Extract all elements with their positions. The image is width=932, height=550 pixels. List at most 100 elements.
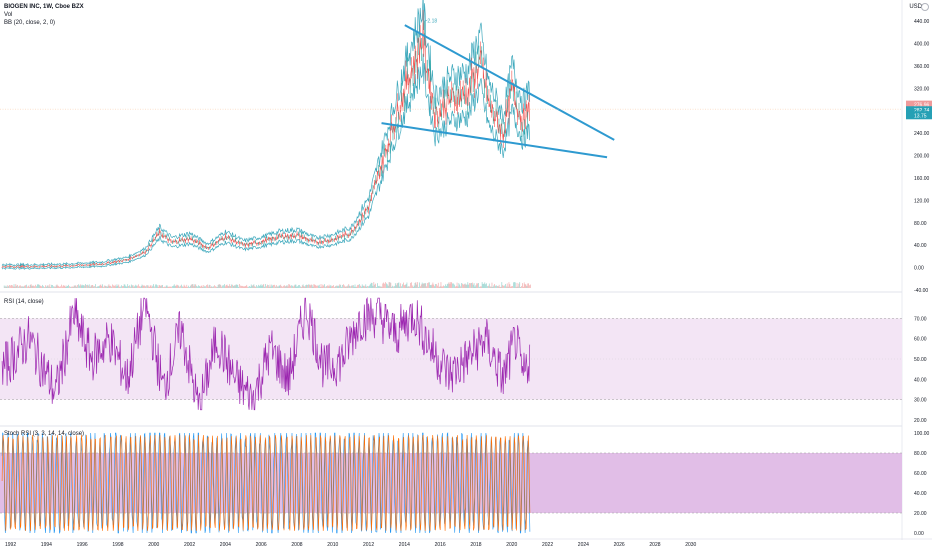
volume-bar (28, 286, 30, 288)
volume-bar (19, 285, 20, 288)
volume-bar (59, 286, 61, 288)
volume-bar (86, 285, 87, 288)
volume-bar (129, 285, 130, 288)
volume-bar (466, 284, 468, 288)
volume-bar (210, 286, 212, 288)
volume-bar (192, 284, 194, 288)
volume-bar (178, 285, 180, 288)
volume-bar (508, 282, 510, 288)
volume-bar (390, 282, 392, 288)
volume-bar (452, 283, 453, 288)
volume-bar (57, 285, 59, 288)
volume-bar (23, 286, 25, 288)
volume-bar (405, 284, 407, 288)
volume-bar (358, 284, 359, 288)
rsi-legend: RSI (14, close) (4, 299, 44, 305)
volume-bar (378, 285, 380, 288)
volume-bar (107, 285, 109, 288)
volume-bar (145, 286, 146, 288)
volume-bar (454, 284, 455, 288)
price-tick-label: 360.00 (914, 64, 930, 70)
volume-bar (38, 284, 40, 288)
volume-bar (299, 284, 300, 288)
volume-bar (288, 284, 290, 288)
volume-bar (264, 286, 265, 288)
volume-bar (525, 284, 527, 288)
volume-bar (377, 286, 379, 288)
volume-bar (323, 285, 325, 288)
price-tag-label: 282.74 (914, 108, 930, 114)
volume-bar (166, 285, 168, 288)
volume-bar (453, 283, 454, 288)
bollinger-upper-band (1, 0, 531, 267)
volume-bar (240, 285, 241, 288)
volume-bar (428, 282, 429, 288)
volume-bar (398, 282, 400, 288)
volume-bar (263, 284, 265, 288)
volume-bar (83, 285, 85, 288)
volume-bar (428, 282, 430, 288)
volume-bar (32, 285, 34, 288)
volume-bar (96, 286, 98, 288)
volume-bar (84, 285, 86, 288)
volume-bar (462, 283, 463, 288)
volume-bar (293, 285, 295, 288)
volume-bar (5, 285, 7, 288)
volume-bar (35, 284, 36, 288)
volume-bar (6, 286, 8, 288)
volume-bar (260, 284, 262, 288)
volume-bar (223, 285, 224, 288)
volume-bar (326, 285, 328, 288)
volume-bar (341, 286, 342, 288)
volume-bar (347, 285, 349, 288)
volume-bar (317, 285, 319, 288)
volume-bar (494, 284, 495, 288)
volume-bar (439, 286, 441, 288)
volume-bar (148, 286, 150, 288)
volume-bar (460, 286, 461, 288)
volume-bar (144, 285, 146, 288)
volume-bar (302, 284, 304, 288)
volume-bar (348, 284, 350, 288)
settings-dot-icon[interactable] (921, 3, 929, 11)
volume-bar (126, 286, 128, 288)
volume-bar (234, 285, 236, 288)
volume-bar (197, 286, 198, 288)
volume-bar (369, 284, 371, 288)
volume-bar (31, 285, 33, 288)
rsi-tick-label: 20.00 (914, 418, 927, 424)
volume-bar (10, 285, 11, 288)
volume-bar (112, 284, 113, 288)
volume-bar (155, 284, 157, 288)
volume-bar (429, 284, 431, 288)
volume-bar (25, 285, 27, 288)
volume-bar (101, 285, 103, 288)
volume-bar (371, 282, 373, 288)
volume-bar (517, 286, 519, 288)
volume-bar (271, 284, 273, 288)
volume-bar (251, 285, 253, 288)
volume-bar (266, 284, 268, 288)
volume-bar (115, 286, 117, 288)
volume-bar (354, 284, 356, 288)
time-axis-label: 2026 (614, 542, 625, 548)
volume-bar (473, 283, 475, 288)
volume-bar (282, 286, 283, 288)
volume-bar (78, 284, 79, 288)
volume-bar (156, 285, 158, 288)
volume-bar (109, 285, 111, 288)
volume-bar (479, 286, 480, 288)
volume-bar (65, 286, 67, 288)
volume-bar (203, 285, 205, 288)
volume-bar (505, 283, 506, 288)
volume-bar (42, 284, 44, 288)
volume-bar (61, 284, 62, 288)
volume-bar (382, 283, 384, 288)
volume-bar (388, 282, 390, 288)
volume-bar (325, 286, 326, 288)
volume-bar (311, 284, 313, 288)
trendline (381, 122, 608, 159)
volume-bar (81, 284, 83, 288)
volume-bar (484, 282, 486, 288)
